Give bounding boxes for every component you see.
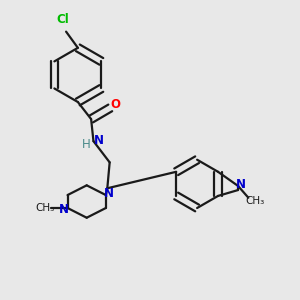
Text: N: N (104, 187, 114, 200)
Text: H: H (82, 138, 91, 151)
Text: N: N (94, 134, 104, 147)
Text: Cl: Cl (57, 13, 70, 26)
Text: N: N (236, 178, 246, 191)
Text: CH₃: CH₃ (245, 196, 265, 206)
Text: N: N (59, 203, 69, 216)
Text: CH₃: CH₃ (35, 203, 55, 213)
Text: O: O (110, 98, 121, 111)
